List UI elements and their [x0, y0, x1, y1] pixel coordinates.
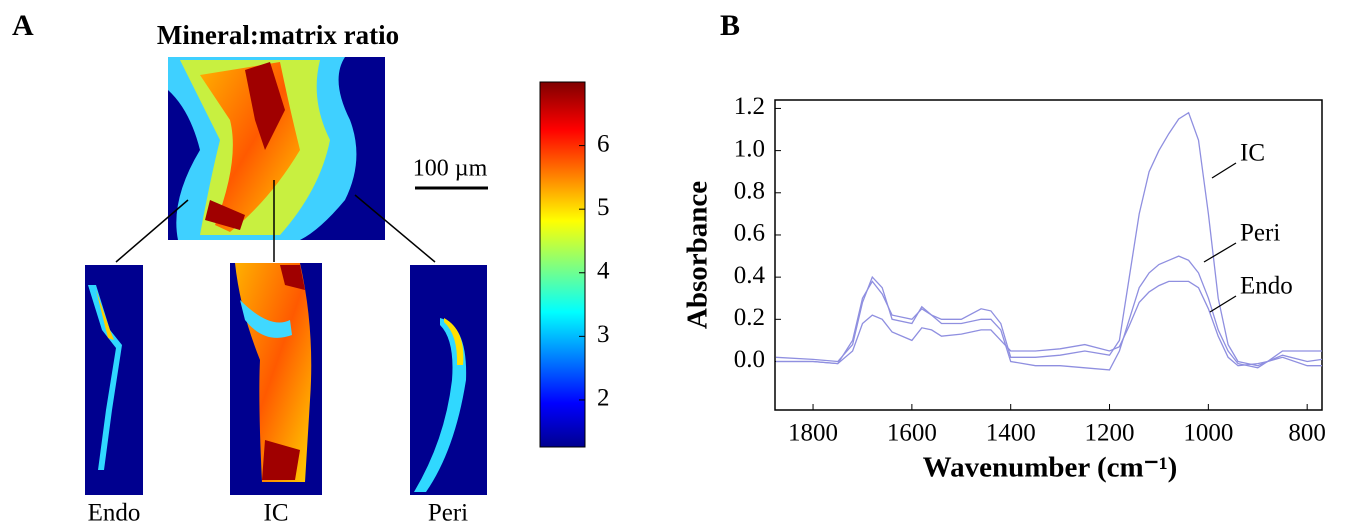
y-tick-label: 0.4 — [734, 262, 766, 289]
heatmap-main — [168, 57, 385, 240]
x-tick-label: 1000 — [1183, 420, 1233, 447]
heatmap-ic — [230, 263, 322, 495]
arrow — [354, 194, 436, 263]
colorbar-tick-label: 4 — [597, 258, 610, 285]
x-tick-label: 800 — [1288, 420, 1326, 447]
region-label: Endo — [88, 500, 141, 527]
x-tick-label: 1800 — [788, 420, 838, 447]
panel-title: Mineral:matrix ratio — [157, 20, 399, 50]
x-axis-label: Wavenumber (cm⁻¹) — [923, 452, 1178, 484]
map-region — [240, 300, 292, 338]
series-label: Endo — [1240, 273, 1293, 300]
y-tick-label: 0.6 — [734, 220, 765, 247]
colorbar-tick-label: 5 — [597, 194, 610, 221]
series-line — [776, 280, 1322, 367]
colorbar-tick-label: 2 — [597, 385, 610, 412]
label-arrow — [1211, 162, 1237, 179]
map-region — [414, 318, 467, 492]
series-label: Peri — [1240, 220, 1280, 247]
y-axis-label: Absorbance — [682, 181, 714, 329]
series-label: IC — [1240, 140, 1265, 167]
arrows — [115, 180, 436, 263]
scale-label: 100 µm — [413, 156, 488, 182]
y-tick-label: 0.0 — [734, 346, 765, 373]
map-region — [262, 265, 305, 480]
arrow — [115, 199, 189, 263]
heatmap-endo — [85, 265, 143, 495]
map-region — [444, 318, 464, 365]
colorbar-tick-label: 3 — [597, 321, 610, 348]
y-tick-label: 0.2 — [734, 304, 765, 331]
x-tick-label: 1200 — [1085, 420, 1135, 447]
y-tick-label: 0.8 — [734, 178, 765, 205]
series-line — [776, 111, 1323, 367]
region-label: Peri — [428, 500, 468, 527]
plot-frame — [774, 99, 1323, 411]
series-line — [775, 255, 1322, 371]
y-tick-label: 1.0 — [734, 135, 765, 162]
label-arrow — [1203, 242, 1237, 263]
colorbar-tick-label: 6 — [597, 130, 610, 157]
x-tick-label: 1600 — [887, 420, 937, 447]
x-tick-label: 1400 — [986, 420, 1036, 447]
panel-label: B — [720, 9, 740, 42]
map-region — [205, 62, 285, 230]
region-label: IC — [264, 500, 289, 527]
panel-label: A — [12, 9, 34, 42]
label-arrow — [1209, 295, 1237, 313]
map-bg — [410, 265, 487, 495]
y-tick-label: 1.2 — [734, 93, 765, 120]
colorbar — [539, 81, 586, 448]
heatmap-peri — [410, 265, 487, 495]
